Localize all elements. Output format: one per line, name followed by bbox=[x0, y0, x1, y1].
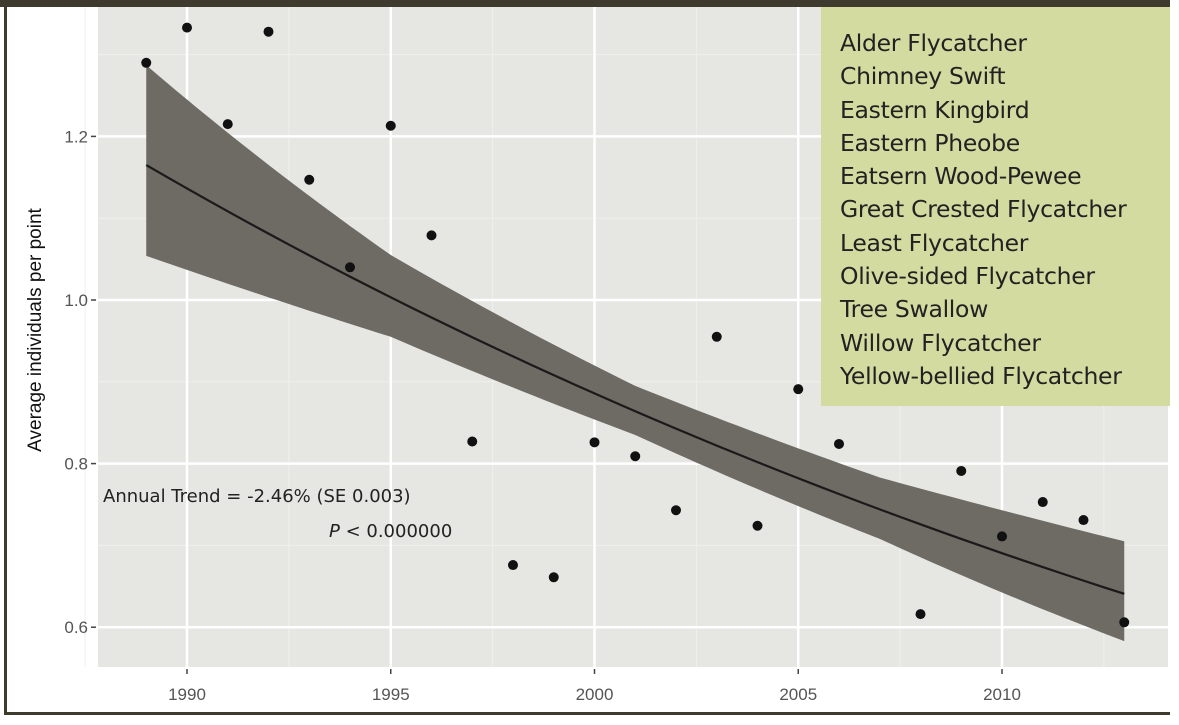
legend-species-item: Yellow-bellied Flycatcher bbox=[840, 361, 1122, 390]
data-point bbox=[834, 438, 844, 449]
x-tick-label: 2005 bbox=[779, 685, 817, 704]
data-point bbox=[671, 505, 681, 516]
x-tick-label: 2010 bbox=[983, 685, 1021, 704]
legend-species-item: Chimney Swift bbox=[840, 62, 1006, 91]
x-tick-label: 2000 bbox=[576, 685, 614, 704]
legend-species-item: Tree Swallow bbox=[840, 295, 989, 324]
legend-species-item: Eastern Pheobe bbox=[840, 128, 1020, 157]
legend-species-item: Great Crested Flycatcher bbox=[840, 195, 1127, 224]
x-tick-label: 1995 bbox=[372, 685, 410, 704]
data-point bbox=[915, 609, 926, 620]
data-point bbox=[711, 331, 722, 342]
data-point bbox=[508, 560, 518, 571]
data-point bbox=[467, 436, 478, 447]
data-points bbox=[141, 22, 1130, 628]
data-point bbox=[1119, 617, 1130, 628]
y-axis-label: Average individuals per point bbox=[25, 207, 46, 451]
y-tick-label: 0.6 bbox=[64, 618, 88, 637]
legend-species-item: Eastern Kingbird bbox=[840, 95, 1030, 124]
legend-species-item: Eatsern Wood-Pewee bbox=[840, 162, 1082, 191]
data-point bbox=[345, 262, 355, 273]
p-symbol: P bbox=[329, 521, 340, 542]
frame-left bbox=[4, 0, 7, 715]
data-point bbox=[426, 230, 437, 241]
data-point bbox=[997, 531, 1007, 542]
data-point bbox=[182, 22, 192, 33]
legend-species-item: Least Flycatcher bbox=[840, 228, 1029, 257]
data-point bbox=[793, 384, 804, 395]
frame-bottom bbox=[4, 712, 1170, 715]
p-value-annotation: P < 0.000000 bbox=[329, 521, 452, 542]
data-point bbox=[385, 120, 396, 131]
data-point bbox=[1037, 497, 1048, 508]
data-point bbox=[263, 26, 274, 37]
data-point bbox=[222, 119, 233, 130]
confidence-band bbox=[146, 65, 1125, 642]
data-point bbox=[304, 174, 315, 185]
species-legend: Alder Flycatcher Chimney Swift Eastern Kin… bbox=[821, 7, 1170, 406]
trend-line bbox=[145, 164, 1125, 595]
data-point bbox=[752, 520, 763, 531]
y-tick-label: 0.8 bbox=[64, 455, 88, 474]
x-tick-label: 1990 bbox=[168, 685, 206, 704]
data-point bbox=[589, 437, 600, 448]
legend-species-item: Alder Flycatcher bbox=[840, 29, 1027, 57]
data-point bbox=[956, 465, 967, 476]
p-value: < 0.000000 bbox=[339, 521, 453, 542]
y-tick-label: 1.2 bbox=[64, 127, 88, 146]
legend-species-item: Olive-sided Flycatcher bbox=[840, 262, 1095, 291]
data-point bbox=[630, 451, 641, 462]
axis-ticks: 1990 1995 2000 2005 2010 0.6 0.8 1.0 1.2 bbox=[64, 127, 1021, 704]
data-point bbox=[1078, 515, 1089, 526]
annual-trend-annotation: Annual Trend = -2.46% (SE 0.003) bbox=[103, 486, 411, 507]
y-tick-label: 1.0 bbox=[64, 291, 88, 310]
data-point bbox=[141, 57, 152, 68]
legend-species-item: Willow Flycatcher bbox=[840, 328, 1041, 357]
data-point bbox=[548, 572, 559, 583]
frame-top bbox=[0, 0, 1170, 7]
